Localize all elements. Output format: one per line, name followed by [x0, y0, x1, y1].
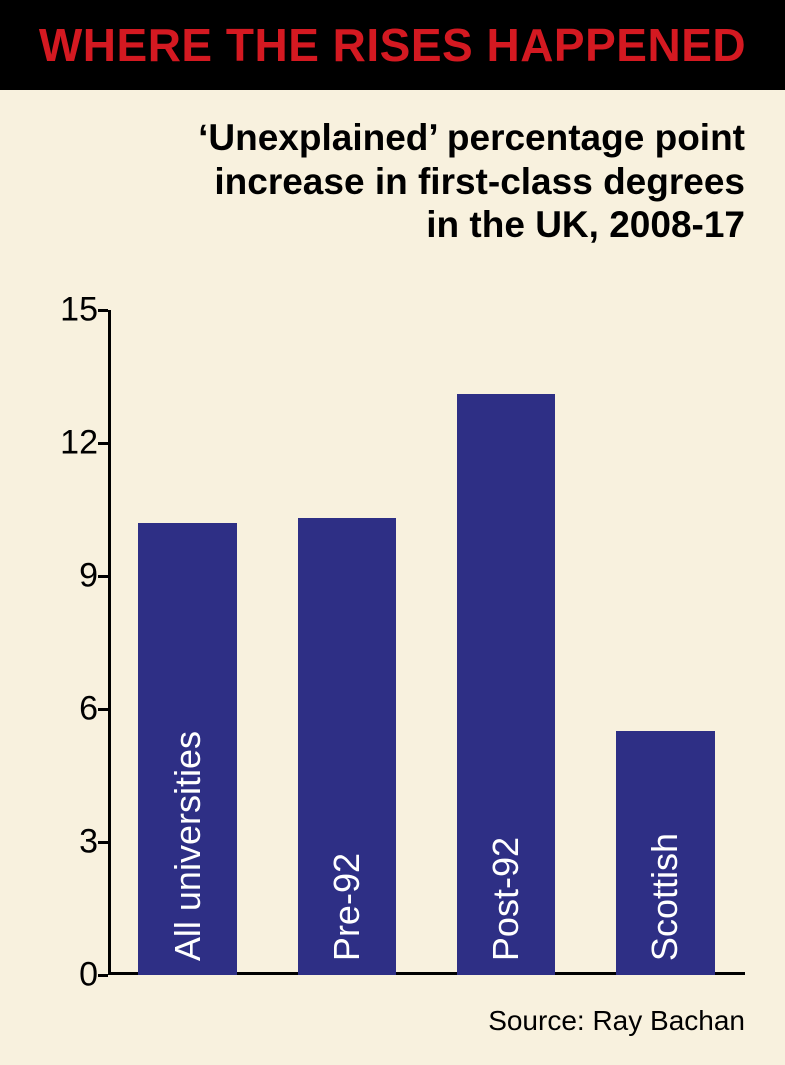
y-tick-label: 0 [46, 956, 98, 995]
y-tick-mark [98, 575, 108, 578]
y-tick-mark [98, 708, 108, 711]
y-tick-mark [98, 841, 108, 844]
bar-chart: 03691215All universitiesPre-92Post-92Sco… [46, 310, 745, 975]
y-tick-label: 6 [46, 690, 98, 729]
bar: Scottish [616, 731, 715, 975]
chart-panel: ‘Unexplained’ percentage point increase … [0, 90, 785, 1065]
bar-label: Pre-92 [326, 853, 368, 961]
bar: All universities [138, 523, 237, 975]
infographic-card: WHERE THE RISES HAPPENED ‘Unexplained’ p… [0, 0, 785, 1065]
y-tick-mark [98, 442, 108, 445]
subtitle: ‘Unexplained’ percentage point increase … [36, 116, 749, 247]
bar-label: All universities [167, 731, 209, 961]
y-tick-label: 9 [46, 557, 98, 596]
bar: Post-92 [457, 394, 556, 975]
header-bar: WHERE THE RISES HAPPENED [0, 0, 785, 90]
bar: Pre-92 [298, 518, 397, 975]
y-tick-label: 3 [46, 823, 98, 862]
y-tick-label: 15 [46, 291, 98, 330]
bar-label: Scottish [644, 833, 686, 961]
source-credit: Source: Ray Bachan [488, 1005, 745, 1037]
y-tick-mark [98, 974, 108, 977]
y-axis [108, 310, 111, 975]
y-tick-mark [98, 309, 108, 312]
header-title: WHERE THE RISES HAPPENED [39, 18, 746, 72]
y-tick-label: 12 [46, 424, 98, 463]
bar-label: Post-92 [485, 837, 527, 961]
